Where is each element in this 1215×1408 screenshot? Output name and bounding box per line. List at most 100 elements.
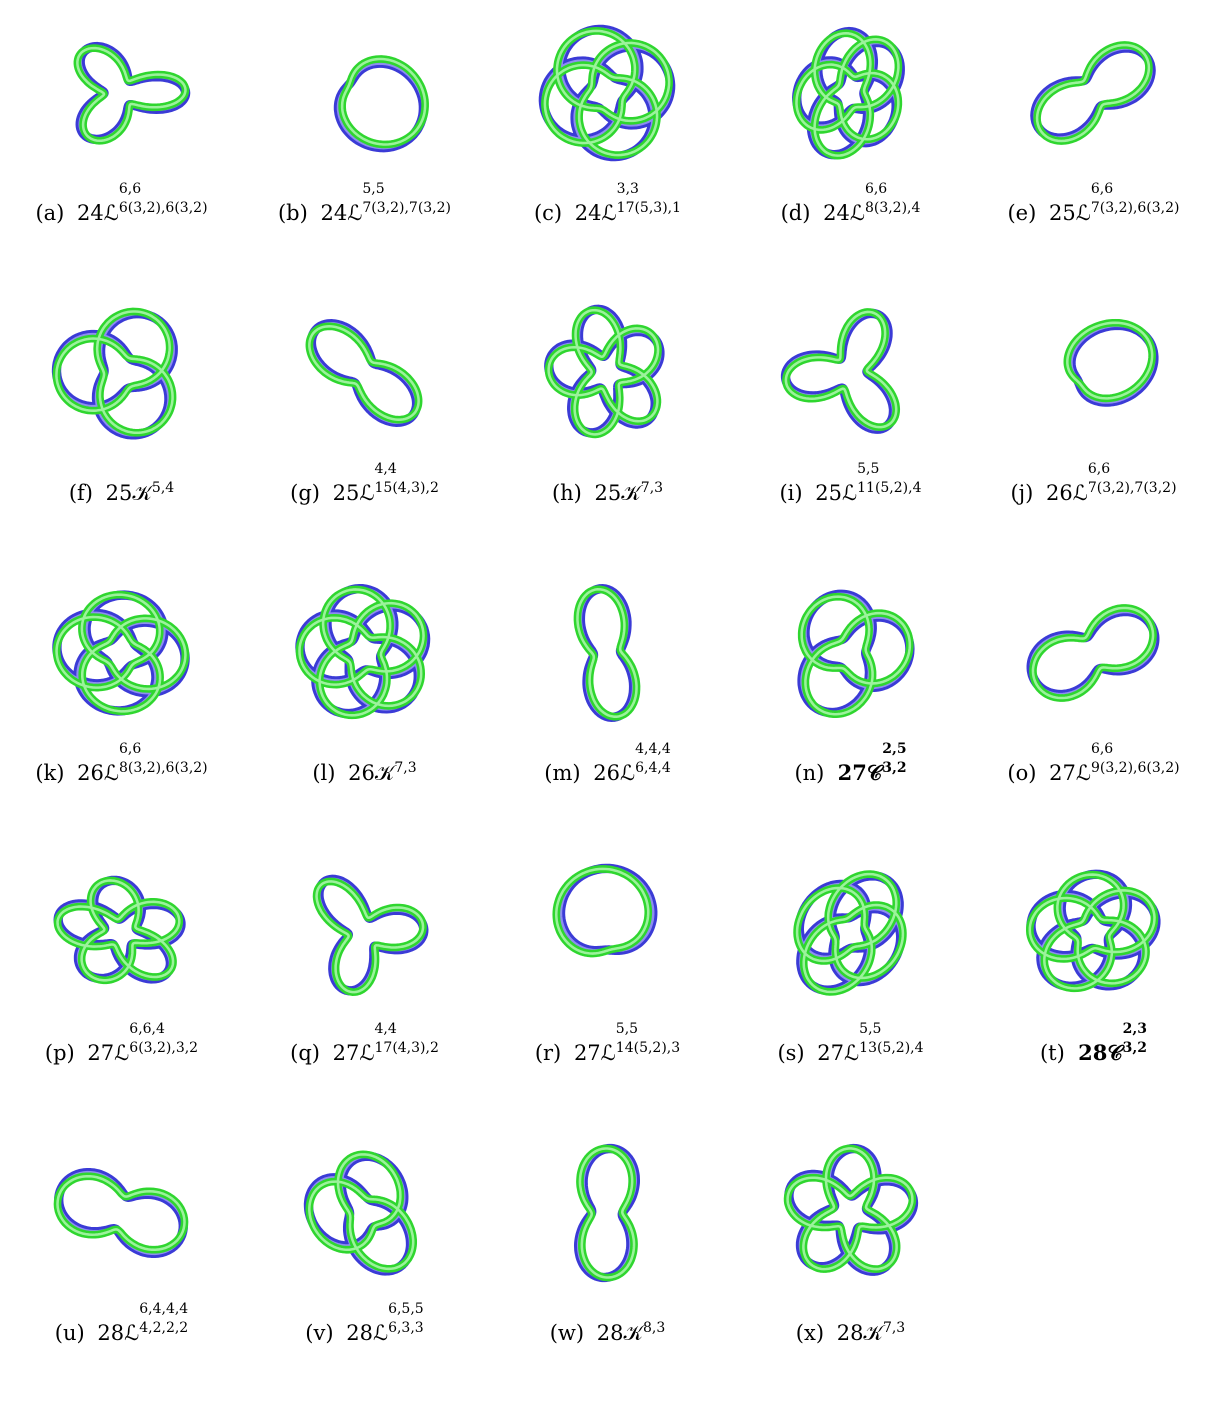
figure-caption: (m) 26ℒ 4,4,4 6,4,4: [486, 742, 729, 788]
figure-panel-j: (j) 26ℒ 6,6 7(3,2),7(3,2): [972, 288, 1215, 568]
figure-panel-m: (m) 26ℒ 4,4,4 6,4,4: [486, 568, 729, 848]
figure-caption: (f) 25𝒦 5,4: [0, 476, 243, 508]
caption-subscript: 7(3,2),7(3,2): [362, 200, 452, 216]
knot-strand-green: [541, 27, 673, 159]
caption-indices: 5,4: [152, 476, 174, 506]
caption-superscript: 5,5: [857, 461, 880, 477]
caption-subscript: 3,2: [1122, 1040, 1148, 1056]
knot-image: [305, 319, 423, 427]
caption-symbol: 27ℒ: [325, 1041, 375, 1065]
caption-subscript: 7,3: [640, 480, 664, 496]
knot-strand-blue: [317, 877, 426, 993]
caption-label: (l): [312, 761, 336, 785]
caption-symbol: 26𝒦: [341, 761, 395, 785]
caption-indices: 5,5 14(5,2),3: [615, 1022, 681, 1066]
caption-superscript: 6,6,4: [129, 1021, 165, 1037]
knot-image: [573, 1143, 641, 1283]
caption-label: (f): [68, 481, 93, 505]
figure-caption: (c) 24ℒ 3,3 17(5,3),1: [486, 182, 729, 228]
figure-caption: (a) 24ℒ 6,6 6(3,2),6(3,2): [0, 182, 243, 228]
knot-strand-blue: [541, 27, 673, 159]
knot-image: [797, 589, 915, 719]
knot-strand-blue: [52, 590, 190, 716]
caption-symbol: 24ℒ: [816, 201, 865, 225]
knot-strand-green: [547, 308, 660, 436]
knot-strand-blue: [575, 584, 639, 722]
caption-label: (i): [779, 481, 803, 505]
caption-symbol: 25𝒦: [587, 481, 641, 505]
caption-subscript: 6(3,2),6(3,2): [118, 200, 208, 216]
knot-strand-green: [73, 44, 190, 145]
caption-label: (g): [290, 481, 320, 505]
figure-caption: (o) 27ℒ 6,6 9(3,2),6(3,2): [972, 742, 1215, 788]
figure-caption: (w) 28𝒦 8,3: [486, 1316, 729, 1348]
knot-image: [73, 41, 191, 145]
caption-indices: 4,4 15(4,3),2: [375, 462, 439, 506]
knot-strand-green: [340, 57, 427, 146]
knot-strand-green: [76, 46, 187, 143]
knot-image: [552, 863, 658, 958]
caption-symbol: 27ℒ: [1042, 761, 1091, 785]
knot-image: [303, 1150, 418, 1276]
caption-indices: 6,6 8(3,2),6(3,2): [119, 742, 208, 786]
caption-symbol: 27ℒ: [567, 1041, 616, 1065]
caption-symbol: 26ℒ: [70, 761, 119, 785]
caption-superscript: 3,3: [616, 181, 639, 197]
caption-subscript: 3,2: [882, 760, 907, 776]
knot-image: [51, 307, 178, 440]
caption-indices: 6,6 7(3,2),6(3,2): [1091, 182, 1180, 226]
caption-label: (p): [44, 1041, 75, 1065]
knot-strand-green: [308, 1153, 415, 1271]
caption-superscript: 5,5: [362, 181, 385, 197]
caption-subscript: 14(5,2),3: [615, 1040, 681, 1056]
caption-label: (h): [551, 481, 582, 505]
knot-strand-green: [782, 308, 901, 431]
caption-subscript: 5,4: [151, 480, 175, 496]
caption-symbol: 28𝒦: [830, 1321, 883, 1345]
knot-strand-green: [315, 880, 425, 994]
figure-caption: (s) 27ℒ 5,5 13(5,2),4: [729, 1022, 972, 1068]
caption-indices: 2,3 3,2: [1122, 1022, 1148, 1066]
caption-subscript: 6(3,2),3,2: [129, 1040, 199, 1056]
figure-panel-d: (d) 24ℒ 6,6 8(3,2),4: [729, 8, 972, 288]
knot-image: [333, 55, 429, 153]
caption-subscript: 13(5,2),4: [859, 1040, 924, 1056]
caption-indices: 4,4 17(4,3),2: [375, 1022, 439, 1066]
figure-caption: (e) 25ℒ 6,6 7(3,2),6(3,2): [972, 182, 1215, 228]
knot-strand-green: [56, 1174, 186, 1252]
figure-panel-g: (g) 25ℒ 4,4 15(4,3),2: [243, 288, 486, 568]
caption-symbol: 25ℒ: [808, 481, 858, 505]
knot-image: [1026, 604, 1160, 702]
figure-panel-u: (u) 28ℒ 6,4,4,4 4,2,2,2: [0, 1128, 243, 1408]
caption-indices: 3,3 17(5,3),1: [617, 182, 681, 226]
knot-image: [792, 26, 905, 160]
figure-panel-n: (n) 27𝒞 2,5 3,2: [729, 568, 972, 848]
caption-symbol: 27ℒ: [810, 1041, 860, 1065]
caption-indices: 8,3: [643, 1316, 665, 1346]
caption-superscript: 5,5: [615, 1021, 639, 1037]
figure-caption: (j) 26ℒ 6,6 7(3,2),7(3,2): [972, 462, 1215, 508]
figure-panel-f: (f) 25𝒦 5,4: [0, 288, 243, 568]
caption-indices: 6,6 7(3,2),7(3,2): [1088, 462, 1177, 506]
caption-label: (e): [1007, 201, 1037, 225]
caption-superscript: 6,6: [1090, 741, 1114, 757]
caption-superscript: 2,3: [1122, 1021, 1148, 1037]
knot-image: [780, 308, 901, 434]
figure-panel-b: (b) 24ℒ 5,5 7(3,2),7(3,2): [243, 8, 486, 288]
caption-indices: 5,5 13(5,2),4: [859, 1022, 924, 1066]
figure-panel-q: (q) 27ℒ 4,4 17(4,3),2: [243, 848, 486, 1128]
caption-label: (d): [780, 201, 811, 225]
figure-panel-p: (p) 27ℒ 6,6,4 6(3,2),3,2: [0, 848, 243, 1128]
knot-image: [1030, 41, 1156, 145]
caption-symbol: 24ℒ: [568, 201, 617, 225]
figure-caption: (h) 25𝒦 7,3: [486, 476, 729, 508]
knot-strand-green: [1028, 873, 1156, 990]
caption-superscript: 2,5: [882, 741, 907, 757]
knot-strand-green: [795, 872, 905, 994]
caption-superscript: 6,6: [864, 181, 888, 197]
caption-superscript: 4,4: [374, 461, 397, 477]
caption-superscript: 6,6: [119, 741, 142, 757]
caption-symbol: 28ℒ: [339, 1321, 389, 1345]
caption-symbol: 25ℒ: [325, 481, 375, 505]
knot-image: [793, 870, 907, 996]
